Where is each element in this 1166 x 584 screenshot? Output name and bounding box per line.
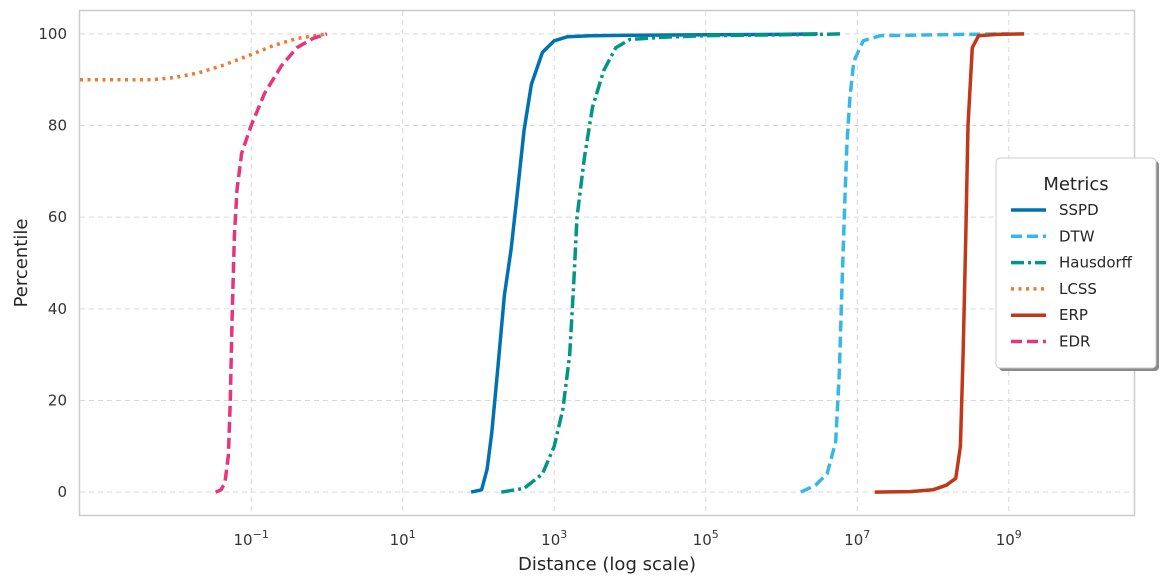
x-tick-exponent: 5	[712, 528, 719, 541]
legend-label-dtw: DTW	[1059, 227, 1095, 245]
legend-label-sspd: SSPD	[1059, 201, 1099, 219]
legend: Metrics SSPD DTW Hausdorff LCSS ERP EDR	[995, 157, 1159, 371]
x-tick-label: 10−1	[234, 528, 269, 549]
x-tick-base: 10	[996, 531, 1015, 549]
y-tick-label: 80	[48, 117, 67, 135]
series-line-erp	[874, 32, 1025, 494]
x-tick-label: 101	[390, 528, 416, 549]
legend-title: Metrics	[1043, 174, 1108, 195]
legend-label-erp: ERP	[1059, 306, 1088, 324]
series-line-lcss	[80, 32, 328, 82]
x-tick-label: 107	[844, 528, 870, 549]
grid	[80, 11, 1134, 515]
x-tick-label: 109	[996, 528, 1022, 549]
x-tick-exponent: 9	[1015, 528, 1022, 541]
x-tick-exponent: 3	[560, 528, 567, 541]
y-tick-label: 40	[48, 300, 67, 318]
x-tick-label: 103	[541, 528, 567, 549]
series-line-dtw	[800, 32, 1009, 494]
x-tick-label: 105	[693, 528, 719, 549]
y-tick-label: 100	[38, 25, 67, 43]
legend-label-edr: EDR	[1059, 333, 1090, 351]
x-axis-label: Distance (log scale)	[518, 554, 696, 575]
legend-label-hausdorff: Hausdorff	[1059, 254, 1133, 272]
x-tick-base: 10	[693, 531, 712, 549]
x-tick-base: 10	[234, 531, 253, 549]
series-line-edr	[215, 32, 328, 494]
y-axis-label: Percentile	[11, 219, 32, 308]
plot-area	[78, 9, 1136, 517]
x-tick-base: 10	[844, 531, 863, 549]
x-tick-exponent: −1	[253, 528, 269, 541]
legend-label-lcss: LCSS	[1059, 280, 1097, 298]
series-line-sspd	[470, 32, 818, 494]
x-tick-exponent: 7	[863, 528, 870, 541]
series-lines	[80, 32, 1025, 494]
x-tick-base: 10	[541, 531, 560, 549]
y-tick-label: 20	[48, 391, 67, 409]
y-tick-label: 60	[48, 208, 67, 226]
x-tick-labels: 10−1 101 103 105 107 109	[234, 528, 1022, 549]
y-tick-labels: 0 20 40 60 80 100	[38, 25, 67, 501]
y-tick-label: 0	[57, 483, 67, 501]
x-tick-exponent: 1	[409, 528, 416, 541]
x-tick-base: 10	[390, 531, 409, 549]
series-line-hausdorff	[501, 32, 841, 494]
